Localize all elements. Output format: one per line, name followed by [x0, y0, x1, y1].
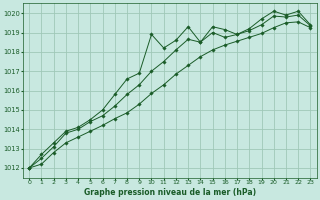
- X-axis label: Graphe pression niveau de la mer (hPa): Graphe pression niveau de la mer (hPa): [84, 188, 256, 197]
